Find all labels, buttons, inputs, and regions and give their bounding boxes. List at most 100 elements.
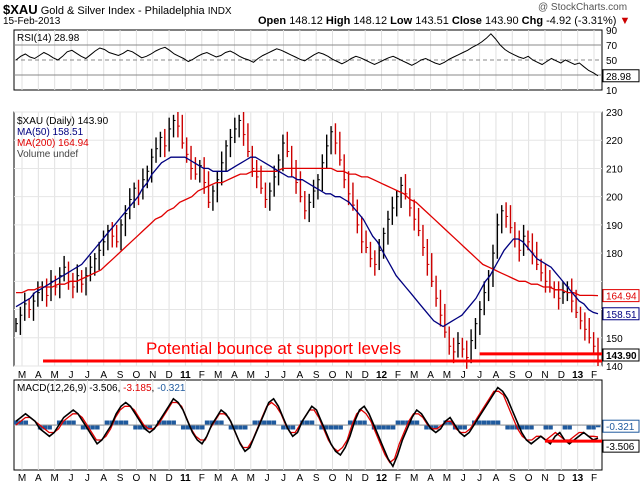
x-tick-label: F xyxy=(199,473,205,484)
macd-histogram-bar xyxy=(56,420,62,425)
x-tick-label: J xyxy=(281,370,286,381)
x-tick-label: O xyxy=(525,370,533,381)
low-label: Low xyxy=(390,15,413,27)
x-tick-label: D xyxy=(558,370,565,381)
price-tick-label: 220 xyxy=(606,136,623,147)
macd-histogram-bar xyxy=(185,425,191,430)
macd-histogram-bar xyxy=(147,425,153,430)
value-tag-box xyxy=(602,307,640,321)
close-tag-label: 143.90 xyxy=(606,351,637,362)
legend-ma200: MA(200) 164.94 xyxy=(17,138,89,149)
macd-histogram-bar xyxy=(290,425,296,430)
macd-histogram-bar xyxy=(381,425,386,430)
macd-line xyxy=(15,386,599,469)
macd-histogram-bar xyxy=(495,420,501,425)
x-tick-label: J xyxy=(477,473,482,484)
macd-histogram-bar xyxy=(309,420,315,425)
macd-histogram-bar xyxy=(562,425,568,430)
x-tick-label: J xyxy=(265,370,270,381)
macd-histogram-bar xyxy=(319,425,324,430)
high-value: 148.12 xyxy=(353,15,388,27)
macd-histogram-bar xyxy=(386,425,391,430)
close-label: Close xyxy=(451,15,482,27)
x-tick-label: N xyxy=(149,473,156,484)
price-tick-label: 190 xyxy=(606,221,623,232)
macd-legend-signal: -3.185 xyxy=(123,383,152,394)
macd-title: MACD(12,26,9) -3.506, -3.185, -0.321 xyxy=(17,383,186,394)
rsi-title: RSI(14) 28.98 xyxy=(17,33,80,44)
price-legend-title: $XAU (Daily) 143.90 xyxy=(17,116,109,127)
close-value: 143.90 xyxy=(484,15,519,27)
exchange: INDX xyxy=(207,6,232,17)
x-tick-label: M xyxy=(18,370,26,381)
macd-legend-sep: , xyxy=(118,383,124,394)
x-tick-label: J xyxy=(461,473,466,484)
value-tag-label: -3.506 xyxy=(606,442,635,453)
legend-ma50: MA(50) 158.51 xyxy=(17,127,84,138)
value-tag-label: 164.94 xyxy=(606,292,637,303)
macd-histogram-bar xyxy=(510,425,515,430)
macd-histogram-bar xyxy=(242,425,248,430)
x-tick-label: F xyxy=(591,473,597,484)
macd-histogram-bar xyxy=(424,425,429,430)
x-tick-label: A xyxy=(296,370,303,381)
macd-histogram-bar xyxy=(300,420,305,425)
x-tick-label: A xyxy=(493,370,500,381)
value-tag-box xyxy=(602,69,640,83)
legend-volume: Volume undef xyxy=(17,149,78,160)
x-tick-label: M xyxy=(247,473,255,484)
x-tick-label: F xyxy=(395,370,401,381)
macd-histogram-bar xyxy=(505,425,510,430)
macd-histogram-bar xyxy=(596,425,601,428)
x-tick-label: D xyxy=(165,370,172,381)
macd-histogram-bar xyxy=(214,420,219,425)
x-tick-label: M xyxy=(51,473,59,484)
macd-histogram-bar xyxy=(42,425,48,430)
x-tick-label: J xyxy=(477,370,482,381)
x-tick-label: D xyxy=(362,473,369,484)
macd-histogram-bar xyxy=(376,425,382,430)
chg-label: Chg xyxy=(521,15,544,27)
x-tick-label: N xyxy=(541,473,548,484)
rsi-tick-label: 50 xyxy=(606,56,618,67)
ohlc-readout: Open 148.12 High 148.12 Low 143.51 Close… xyxy=(258,15,630,27)
macd-histogram-bar xyxy=(190,425,196,430)
macd-histogram-bar xyxy=(266,420,272,425)
x-tick-label: J xyxy=(85,473,90,484)
macd-histogram-bar xyxy=(285,425,291,430)
chart-date: 15-Feb-2013 xyxy=(3,16,61,27)
value-tag-label: 28.98 xyxy=(606,72,631,83)
macd-histogram-bar xyxy=(529,425,534,430)
macd-histogram-bar xyxy=(104,420,110,425)
x-tick-label: M xyxy=(443,473,451,484)
high-label: High xyxy=(325,15,351,27)
price-tick-label: 200 xyxy=(606,193,623,204)
macd-histogram-bar xyxy=(95,425,100,430)
price-tick-label: 150 xyxy=(606,334,623,345)
macd-histogram-bar xyxy=(61,420,67,425)
x-tick-label: J xyxy=(461,370,466,381)
x-tick-label: 13 xyxy=(572,370,584,381)
x-tick-label: A xyxy=(100,473,107,484)
x-tick-label: O xyxy=(525,473,533,484)
x-tick-label: M xyxy=(247,370,255,381)
x-tick-label: 12 xyxy=(376,473,388,484)
macd-histogram-bar xyxy=(457,425,463,430)
macd-histogram-bar xyxy=(333,425,339,430)
macd-histogram-bar xyxy=(591,425,596,430)
macd-histogram-bar xyxy=(448,420,453,425)
chg-down-arrow-icon: ▼ xyxy=(619,15,631,27)
x-tick-label: S xyxy=(313,370,320,381)
macd-histogram-bar xyxy=(586,425,591,430)
x-tick-label: S xyxy=(509,370,516,381)
rsi-tick-label: 10 xyxy=(606,86,618,97)
macd-histogram-bar xyxy=(362,420,367,425)
x-tick-label: F xyxy=(395,473,401,484)
x-tick-label: J xyxy=(69,370,74,381)
macd-legend-hist: -0.321 xyxy=(157,383,186,394)
macd-histogram-bar xyxy=(519,425,525,430)
macd-histogram-bar xyxy=(204,420,210,425)
open-value: 148.12 xyxy=(289,15,323,27)
